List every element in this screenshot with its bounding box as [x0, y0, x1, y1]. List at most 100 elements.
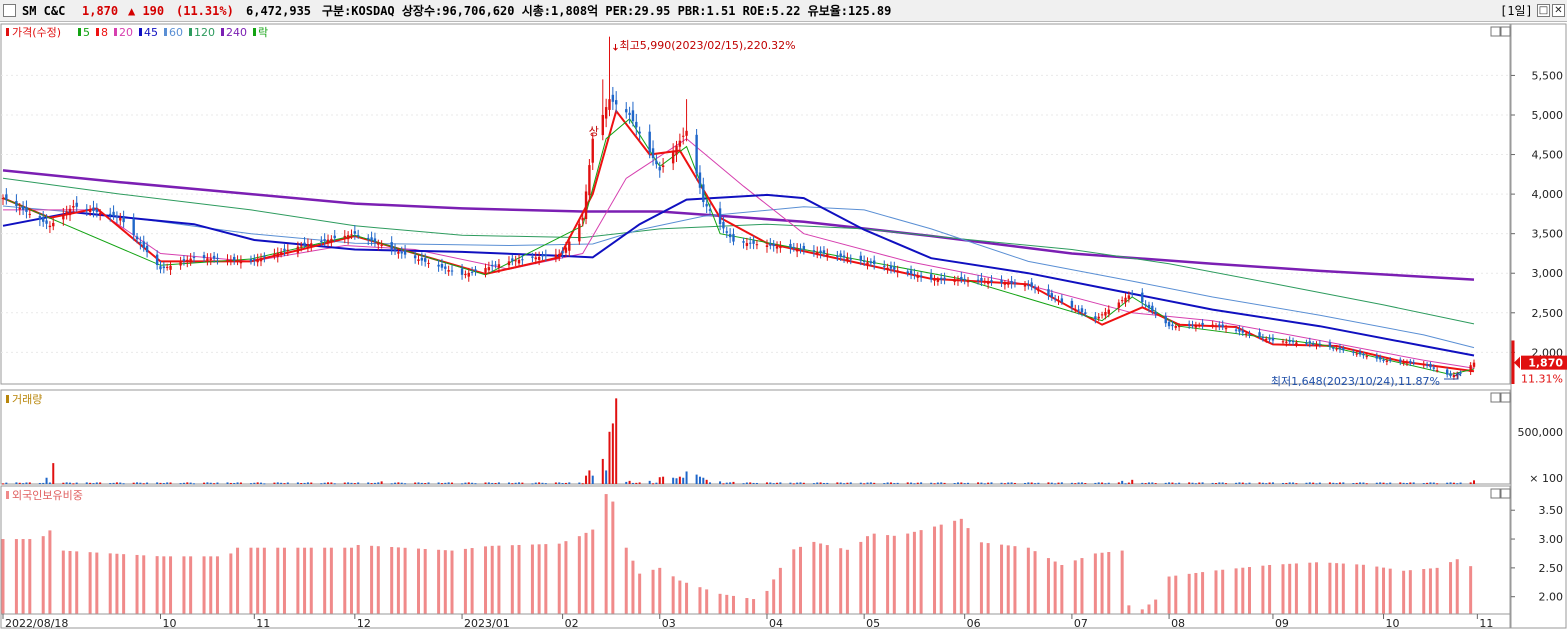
volume-bar	[1375, 482, 1378, 484]
foreign-ratio-bar	[966, 528, 970, 614]
volume-bar	[327, 482, 330, 484]
candle-body	[320, 240, 323, 242]
volume-bar	[1104, 483, 1107, 485]
volume-bar	[444, 482, 447, 484]
candle-body	[708, 209, 712, 211]
candle-body	[1010, 280, 1013, 284]
volume-bar	[72, 483, 75, 485]
candle-body	[95, 209, 99, 212]
volume-bar	[467, 482, 470, 484]
candle-body	[1131, 292, 1134, 294]
candle-body	[45, 220, 48, 224]
volume-bar	[253, 482, 256, 484]
foreign-ratio-bar	[95, 552, 99, 614]
volume-bar	[906, 482, 909, 484]
candle-body	[591, 138, 594, 163]
candle-body	[326, 239, 330, 244]
volume-bar	[843, 483, 846, 485]
volume-bar	[521, 482, 524, 484]
volume-bar	[913, 483, 916, 485]
candle-body	[745, 243, 749, 246]
volume-bar	[119, 482, 122, 484]
volume-bar	[487, 482, 490, 484]
candle-body	[779, 246, 782, 249]
candle-body	[1077, 309, 1080, 311]
candle-body	[1218, 324, 1221, 327]
volume-bar	[1469, 482, 1472, 484]
volume-bar	[1385, 483, 1388, 485]
legend-item-8: 8	[101, 26, 108, 39]
x-tick-label: 11	[1479, 617, 1493, 630]
candle-body	[437, 264, 440, 267]
candle-body	[1053, 298, 1057, 300]
volume-bar	[1037, 482, 1040, 484]
candle-body	[1244, 333, 1248, 335]
volume-bar	[491, 482, 494, 484]
volume-bar	[414, 482, 417, 484]
candle-body	[883, 265, 886, 267]
candle-body	[631, 110, 635, 122]
candle-body	[25, 207, 28, 212]
candle-body	[544, 254, 548, 256]
select-checkbox[interactable]	[3, 4, 16, 17]
volume-bar	[461, 483, 464, 485]
candle-body	[1362, 354, 1365, 356]
candle-body	[1352, 351, 1355, 353]
volume-bar	[940, 482, 943, 484]
x-tick-label: 02	[565, 617, 579, 630]
candle-body	[792, 247, 795, 249]
volume-bar	[1473, 480, 1475, 484]
period-selector[interactable]: [1일]	[1500, 4, 1533, 18]
candle-body	[377, 243, 380, 245]
volume-bar	[1124, 483, 1127, 485]
foreign-ratio-bar	[986, 543, 990, 614]
volume-bar	[1168, 482, 1171, 484]
candle-body	[537, 256, 541, 260]
high-annotation: 최고5,990(2023/02/15),220.32%	[619, 39, 795, 52]
volume-bar	[1080, 482, 1083, 484]
candle-body	[1147, 304, 1151, 309]
candle-body	[732, 234, 735, 242]
candle-body	[1234, 329, 1238, 331]
close-button[interactable]: ✕	[1552, 4, 1565, 17]
volume-bar	[1261, 482, 1264, 484]
volume-bar	[933, 483, 936, 485]
candle-body	[249, 259, 253, 262]
volume-bar	[1432, 482, 1435, 484]
volume-bar	[702, 477, 705, 484]
volume-bar	[417, 482, 420, 484]
foreign-ratio-bar	[979, 542, 983, 614]
foreign-ratio-bar	[423, 548, 427, 614]
low-arrow-icon	[1444, 372, 1462, 380]
candle-body	[889, 265, 893, 269]
volume-bar	[963, 483, 966, 485]
candle-body	[397, 252, 400, 254]
volume-bar	[987, 482, 990, 484]
candle-body	[1154, 311, 1157, 315]
volume-bar	[280, 482, 283, 484]
candle-body	[132, 219, 135, 235]
volume-bar	[779, 482, 782, 484]
candle-body	[1124, 297, 1127, 303]
volume-bar	[1422, 483, 1425, 485]
foreign-ratio-bar	[1080, 558, 1084, 614]
volume-bar	[705, 479, 708, 484]
candle-body	[1332, 347, 1335, 349]
foreign-ratio-bar	[845, 549, 849, 614]
volume-bar	[1211, 482, 1214, 484]
foreign-ratio-bar	[437, 549, 441, 614]
candle-body	[802, 246, 806, 250]
restore-button[interactable]: □	[1537, 4, 1550, 17]
candle-body	[356, 234, 360, 236]
volume-bar	[930, 482, 933, 484]
volume-bar	[1355, 482, 1358, 484]
volume-bar	[1131, 479, 1134, 484]
candle-body	[1238, 329, 1241, 332]
candle-body	[1459, 372, 1462, 374]
candle-body	[1261, 337, 1265, 339]
candle-body	[933, 279, 936, 281]
volume-bar	[233, 482, 236, 484]
foreign-ratio-bar	[1435, 567, 1439, 614]
foreign-legend: 외국인보유비중	[12, 489, 83, 502]
candle-body	[470, 271, 474, 273]
